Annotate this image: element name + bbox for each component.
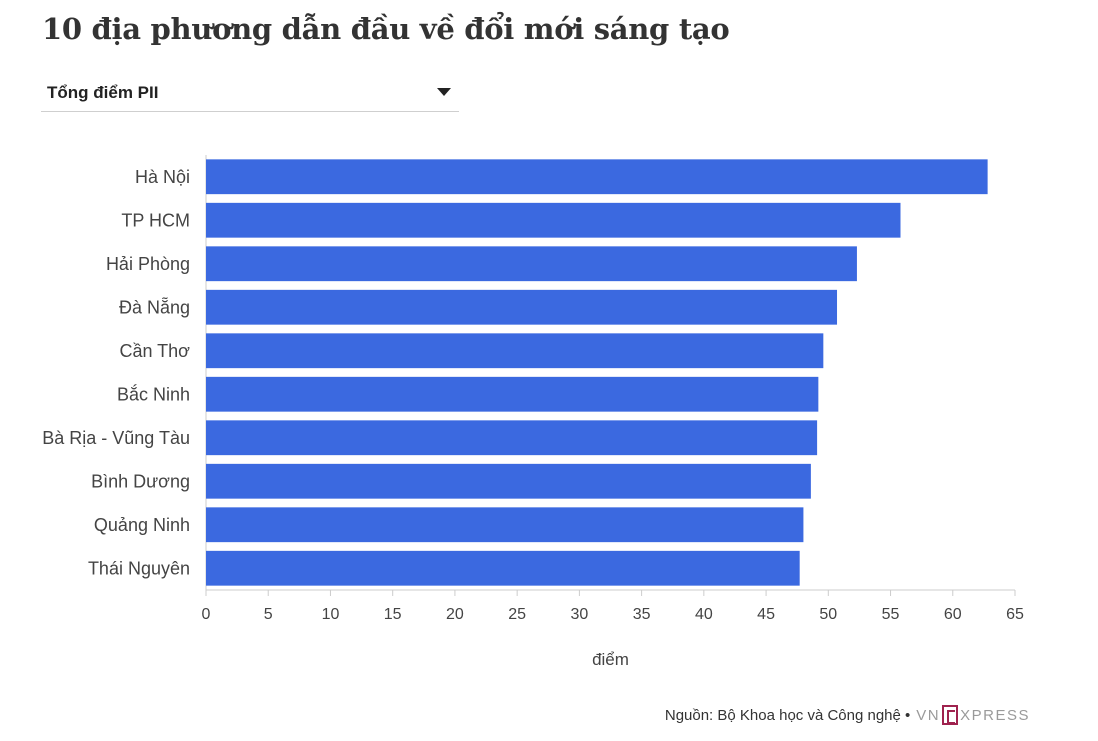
logo-e-icon <box>942 705 959 725</box>
bar[interactable] <box>206 289 838 325</box>
category-label: TP HCM <box>121 210 190 230</box>
category-label: Thái Nguyên <box>88 558 190 578</box>
bar[interactable] <box>206 202 901 238</box>
category-label: Quảng Ninh <box>94 515 190 535</box>
x-tick-label: 20 <box>446 606 464 623</box>
bar[interactable] <box>206 159 988 195</box>
x-tick-label: 5 <box>264 606 273 623</box>
footer: Nguồn: Bộ Khoa học và Công nghệ • VN XPR… <box>665 705 1030 725</box>
x-axis-title: điểm <box>592 650 629 669</box>
x-tick-label: 10 <box>322 606 340 623</box>
x-tick-label: 40 <box>695 606 713 623</box>
metric-dropdown[interactable]: Tổng điểm PII <box>41 78 459 112</box>
logo-text-left: VN <box>916 706 941 724</box>
dropdown-selected-label: Tổng điểm PII <box>47 83 159 102</box>
category-label: Cần Thơ <box>119 341 190 361</box>
x-tick-label: 65 <box>1006 606 1024 623</box>
x-tick-label: 35 <box>633 606 651 623</box>
bar[interactable] <box>206 507 804 543</box>
x-tick-label: 30 <box>570 606 588 623</box>
x-tick-label: 60 <box>944 606 962 623</box>
x-tick-label: 55 <box>882 606 900 623</box>
x-tick-label: 45 <box>757 606 775 623</box>
bar[interactable] <box>206 463 811 499</box>
chevron-down-icon[interactable] <box>437 88 451 96</box>
category-label: Bắc Ninh <box>117 383 190 404</box>
bar[interactable] <box>206 376 819 412</box>
logo-text-right: XPRESS <box>960 706 1030 724</box>
page-title: 10 địa phương dẫn đầu về đổi mới sáng tạ… <box>42 12 730 46</box>
category-label: Hà Nội <box>135 167 190 187</box>
x-tick-label: 25 <box>508 606 526 623</box>
category-label: Đà Nẵng <box>119 297 190 317</box>
x-tick-label: 0 <box>202 606 211 623</box>
vnexpress-logo: VN XPRESS <box>916 705 1030 725</box>
category-label: Hải Phòng <box>106 254 190 274</box>
x-tick-label: 15 <box>384 606 402 623</box>
bar[interactable] <box>206 420 818 456</box>
bar[interactable] <box>206 246 857 282</box>
category-label: Bình Dương <box>91 471 190 491</box>
bar[interactable] <box>206 333 824 369</box>
bar[interactable] <box>206 550 800 586</box>
source-text: Nguồn: Bộ Khoa học và Công nghệ • <box>664 706 911 724</box>
category-label: Bà Rịa - Vũng Tàu <box>42 428 190 448</box>
x-tick-label: 50 <box>819 606 837 623</box>
